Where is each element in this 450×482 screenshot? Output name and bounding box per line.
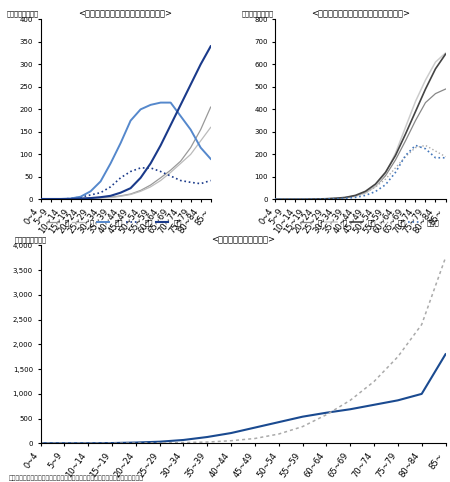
Text: （人口十万人対）: （人口十万人対）	[14, 237, 46, 243]
Title: <男性（胃・肺・大腸・肝臓・前立腺）>: <男性（胃・肺・大腸・肝臓・前立腺）>	[311, 10, 410, 18]
Title: <女性（胃・肺・乳房・子宮・大腸）>: <女性（胃・肺・乳房・子宮・大腸）>	[79, 10, 173, 18]
Title: <女性・男性（全部位）>: <女性・男性（全部位）>	[211, 236, 275, 244]
Legend: 胃, 肺, 大腸, 肝臓, 前立腺: 胃, 肺, 大腸, 肝臓, 前立腺	[297, 216, 442, 228]
Text: （人口十万人対）: （人口十万人対）	[241, 11, 273, 17]
Text: （人口十万人対）: （人口十万人対）	[6, 11, 38, 17]
Text: （参考）国立がん研究センターがん情報サービス「がん登録・統計」より作成。: （参考）国立がん研究センターがん情報サービス「がん登録・統計」より作成。	[9, 475, 144, 481]
